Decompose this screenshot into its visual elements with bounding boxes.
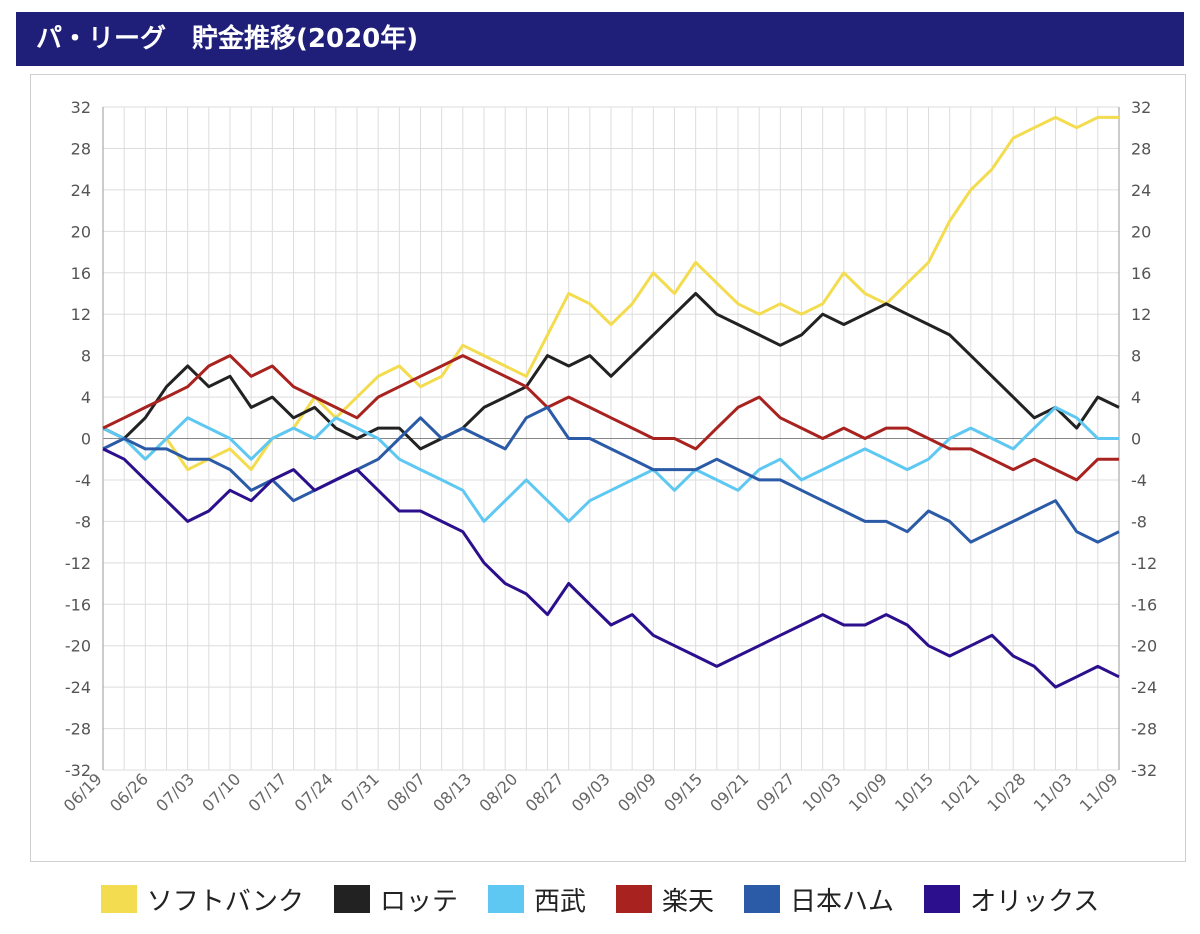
x-tick-label: 06/26: [106, 769, 152, 815]
x-tick-label: 10/09: [845, 769, 891, 815]
x-tick-label: 11/03: [1030, 769, 1076, 815]
x-tick-label: 08/27: [522, 769, 568, 815]
y-tick-label-right: -20: [1131, 637, 1157, 656]
y-tick-label-right: 32: [1131, 98, 1151, 117]
legend-swatch: [924, 885, 961, 913]
line-chart: 32 32 28 28 24 24 20 20 16 16 12 12 8 8 4 4 0 0 -4 -4 -8 -8 -1…: [60, 98, 1157, 815]
x-tick-label: 11/09: [1076, 769, 1122, 815]
x-tick-label: 09/03: [568, 769, 614, 815]
legend-label: ソフトバンク: [146, 886, 304, 917]
x-tick-label: 08/20: [475, 769, 521, 815]
legend-item: 日本ハム: [744, 881, 894, 918]
x-tick-label: 08/13: [429, 769, 475, 815]
x-tick-label: 09/21: [706, 769, 752, 815]
y-tick-label-right: 24: [1131, 181, 1151, 200]
x-tick-label: 07/31: [337, 769, 383, 815]
y-tick-label-left: 16: [71, 264, 91, 283]
y-tick-label-left: -8: [75, 512, 91, 531]
y-tick-label-right: -32: [1131, 761, 1157, 780]
legend-swatch: [488, 885, 525, 913]
legend-swatch: [616, 885, 653, 913]
y-tick-label-right: -24: [1131, 678, 1157, 697]
x-tick-label: 09/27: [753, 769, 799, 815]
y-tick-label-left: -28: [65, 720, 91, 739]
chart-title: パ・リーグ 貯金推移(2020年): [36, 24, 419, 54]
y-tick-label-left: -16: [65, 595, 91, 614]
legend-label: 楽天: [662, 886, 715, 917]
y-tick-label-left: -24: [65, 678, 91, 697]
y-tick-label-right: 28: [1131, 139, 1151, 158]
legend-swatch: [334, 885, 370, 913]
x-tick-label: 10/28: [983, 769, 1029, 815]
x-tick-label: 09/15: [660, 769, 706, 815]
y-tick-label-right: 12: [1131, 305, 1151, 324]
legend-label: 西武: [534, 886, 587, 917]
y-tick-label-left: 24: [71, 181, 91, 200]
legend-label: ロッテ: [380, 886, 459, 917]
y-tick-label-right: -28: [1131, 720, 1157, 739]
x-tick-label: 07/10: [198, 769, 244, 815]
y-tick-label-left: 28: [71, 139, 91, 158]
grid: [102, 106, 1120, 771]
legend: ソフトバンク ロッテ 西武 楽天 日本ハム オリックス: [0, 876, 1200, 922]
series-line-西武: [102, 405, 1119, 523]
y-tick-label-right: 20: [1131, 222, 1151, 241]
legend-swatch: [744, 885, 781, 913]
x-tick-label: 10/15: [891, 769, 937, 815]
y-tick-label-right: -8: [1131, 512, 1147, 531]
y-tick-label-left: 12: [71, 305, 91, 324]
legend-label: オリックス: [970, 886, 1100, 917]
x-tick-label: 10/03: [799, 769, 845, 815]
y-tick-label-right: 8: [1131, 347, 1141, 366]
y-tick-label-right: -16: [1131, 595, 1157, 614]
series-line-楽天: [102, 354, 1119, 482]
y-tick-label-right: -4: [1131, 471, 1147, 490]
y-tick-label-left: 20: [71, 222, 91, 241]
y-tick-label-left: 4: [81, 388, 91, 407]
y-tick-label-left: -12: [65, 554, 91, 573]
x-tick-label: 07/24: [291, 769, 337, 815]
legend-item: 楽天: [616, 881, 714, 918]
x-tick-label: 08/07: [383, 769, 429, 815]
x-tick-label: 10/21: [937, 769, 983, 815]
legend-item: ソフトバンク: [100, 881, 304, 918]
y-tick-label-left: -4: [75, 471, 91, 490]
series-line-オリックス: [102, 447, 1120, 689]
legend-swatch: [100, 885, 137, 913]
x-tick-label: 07/17: [245, 769, 291, 815]
legend-label: 日本ハム: [790, 886, 895, 917]
legend-item: オリックス: [924, 881, 1099, 918]
y-tick-label-right: 4: [1131, 388, 1141, 407]
y-tick-label-right: -12: [1131, 554, 1157, 573]
y-tick-label-left: 8: [81, 347, 91, 366]
x-tick-label: 07/03: [152, 769, 198, 815]
chart-title-bar: パ・リーグ 貯金推移(2020年): [16, 12, 1184, 66]
y-tick-label-left: -32: [65, 761, 91, 780]
y-tick-label-right: 16: [1131, 264, 1151, 283]
y-tick-label-left: -20: [65, 637, 91, 656]
legend-item: ロッテ: [334, 881, 458, 918]
y-tick-label-left: 32: [71, 98, 91, 117]
y-tick-label-right: 0: [1131, 430, 1141, 449]
chart-frame: 32 32 28 28 24 24 20 20 16 16 12 12 8 8 4 4 0 0 -4 -4 -8 -8 -1…: [30, 74, 1186, 862]
x-tick-label: 09/09: [614, 769, 660, 815]
legend-item: 西武: [488, 881, 586, 918]
y-tick-label-left: 0: [81, 430, 91, 449]
series-line-ロッテ: [102, 292, 1120, 451]
